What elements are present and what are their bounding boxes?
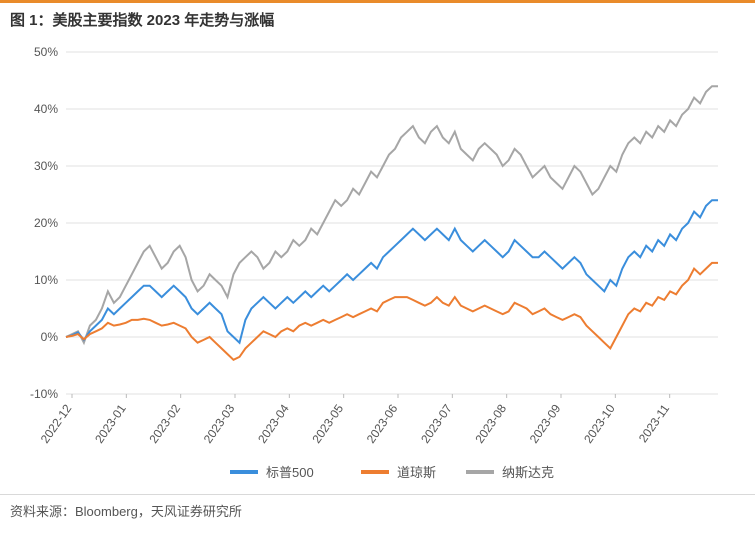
svg-text:2023-06: 2023-06 bbox=[364, 401, 401, 445]
svg-text:2023-08: 2023-08 bbox=[472, 401, 509, 445]
svg-text:50%: 50% bbox=[34, 45, 58, 59]
line-chart: -10% 0% 10% 20% 30% 40% 50% 2022-12 2023-01 2023-… bbox=[8, 34, 728, 494]
svg-text:-10%: -10% bbox=[30, 387, 58, 401]
svg-text:0%: 0% bbox=[41, 330, 59, 344]
series-纳斯达克 bbox=[66, 86, 718, 343]
svg-text:30%: 30% bbox=[34, 159, 58, 173]
svg-text:2023-05: 2023-05 bbox=[309, 401, 346, 445]
legend-label-2: 纳斯达克 bbox=[502, 465, 554, 480]
legend-label-0: 标普500 bbox=[266, 465, 314, 480]
svg-text:10%: 10% bbox=[34, 273, 58, 287]
chart-area: -10% 0% 10% 20% 30% 40% 50% 2022-12 2023-01 2023-… bbox=[0, 34, 755, 494]
figure-container: 图 1：美股主要指数 2023 年走势与涨幅 -10% 0% 10% 20% 30% 40… bbox=[0, 0, 755, 555]
svg-text:2023-07: 2023-07 bbox=[418, 401, 455, 445]
svg-text:40%: 40% bbox=[34, 102, 58, 116]
svg-text:2023-01: 2023-01 bbox=[92, 401, 129, 445]
svg-text:2023-09: 2023-09 bbox=[527, 401, 564, 445]
svg-text:2022-12: 2022-12 bbox=[38, 401, 75, 445]
svg-text:2023-10: 2023-10 bbox=[581, 401, 618, 445]
svg-text:2023-03: 2023-03 bbox=[201, 401, 238, 445]
svg-text:2023-02: 2023-02 bbox=[146, 401, 183, 445]
title-bar: 图 1：美股主要指数 2023 年走势与涨幅 bbox=[0, 0, 755, 34]
figure-title: 图 1：美股主要指数 2023 年走势与涨幅 bbox=[10, 12, 274, 29]
source-footer: 资料来源：Bloomberg，天风证券研究所 bbox=[0, 494, 755, 526]
svg-text:2023-04: 2023-04 bbox=[255, 401, 292, 445]
svg-text:20%: 20% bbox=[34, 216, 58, 230]
svg-text:2023-11: 2023-11 bbox=[636, 401, 672, 445]
series-标普500 bbox=[66, 200, 718, 343]
source-text: 资料来源：Bloomberg，天风证券研究所 bbox=[10, 504, 242, 519]
legend-label-1: 道琼斯 bbox=[397, 465, 436, 480]
